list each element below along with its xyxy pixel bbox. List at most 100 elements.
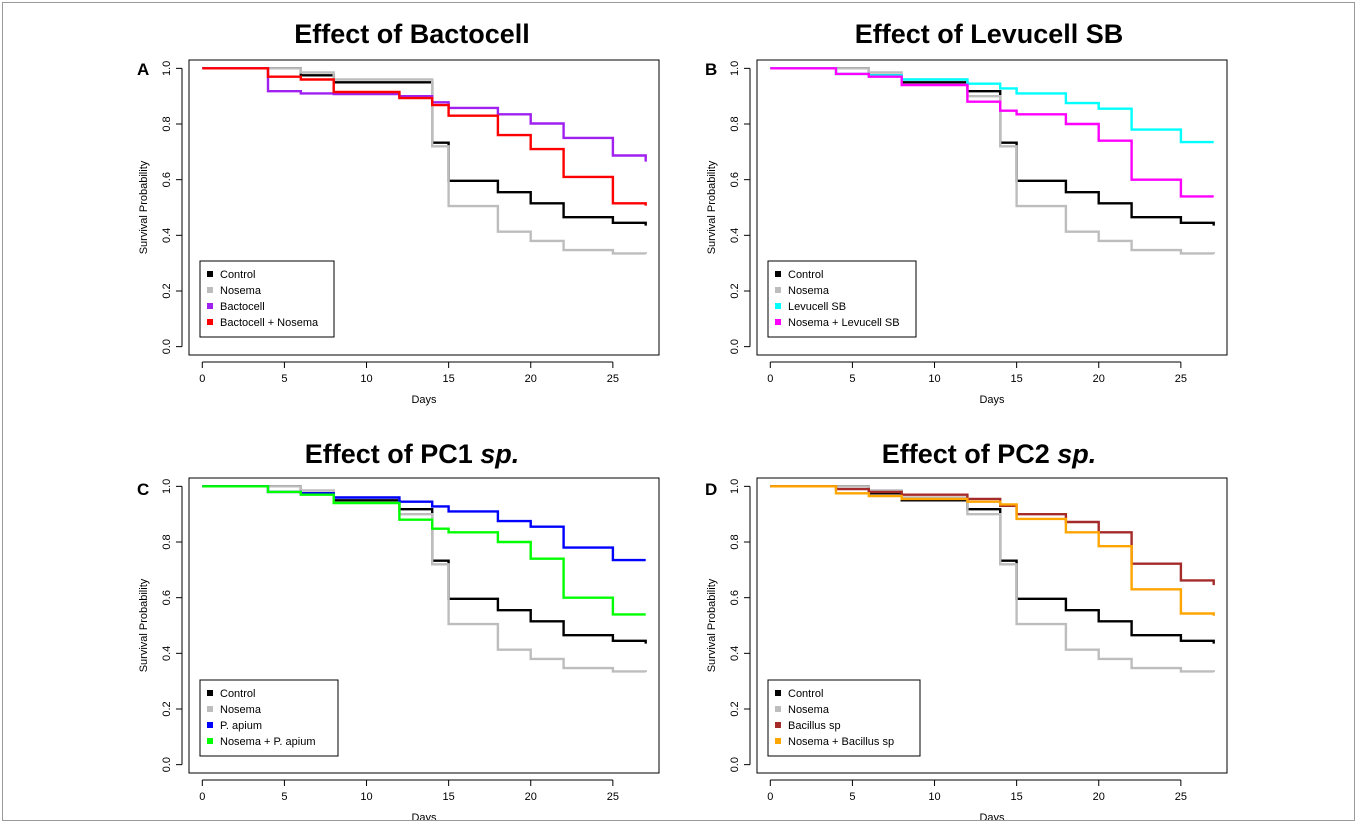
panel-a-legend-label-2: Nosema — [220, 285, 262, 297]
panel-b-series-4-line — [770, 68, 1213, 196]
panel-a-legend-swatch-4 — [207, 319, 213, 325]
panel-b-legend-swatch-1 — [775, 271, 781, 277]
panel-c-y-tick-label: 0.8 — [161, 534, 173, 549]
panel-a-x-tick-label: 25 — [607, 373, 619, 385]
panel-a-title: Effect of Bactocell — [294, 19, 530, 49]
panel-d-x-tick-label: 20 — [1093, 791, 1105, 803]
panel-a-x-tick-label: 20 — [525, 373, 537, 385]
panel-c-x-tick-label: 5 — [281, 791, 287, 803]
panel-c-y-axis-label: Survival Probability — [138, 578, 150, 672]
panel-b-y-tick-label: 0.0 — [729, 339, 741, 354]
panel-d-y-tick-label: 0.4 — [729, 646, 741, 661]
panel-c-legend-label-4: Nosema + P. apium — [220, 736, 316, 748]
panel-d-series-2-line — [770, 486, 1213, 672]
figure-svg: A Effect of Bactocell 0 5 10 15 20 25 Days 0.0 0.2… — [3, 3, 1354, 820]
panel-a-y-tick-label: 0.8 — [161, 116, 173, 131]
panel-b-legend-swatch-2 — [775, 287, 781, 293]
panel-c-series-4-line — [202, 486, 645, 614]
panel-c-x-tick-label: 25 — [607, 791, 619, 803]
panel-c-title: Effect of PC1 sp. — [305, 439, 520, 469]
panel-b-letter: B — [705, 60, 717, 79]
panel-c-x-tick-label: 15 — [443, 791, 455, 803]
panel-c-series-1-line — [202, 486, 645, 643]
panel-c-x-tick-label: 10 — [360, 791, 372, 803]
panel-c-x-axis-label: Days — [411, 812, 437, 820]
panel-c-legend-label-1: Control — [220, 688, 255, 700]
panel-d-legend-label-3: Bacillus sp — [788, 720, 841, 732]
panel-c-legend-label-2: Nosema — [220, 704, 262, 716]
panel-c-legend-label-3: P. apium — [220, 720, 262, 732]
panel-d-legend-swatch-3 — [775, 722, 781, 728]
panel-b-legend-label-2: Nosema — [788, 285, 830, 297]
panel-a-y-tick-label: 1.0 — [161, 61, 173, 76]
panel-b-x-tick-label: 20 — [1093, 373, 1105, 385]
panel-a-y-tick-label: 0.2 — [161, 283, 173, 298]
panel-a-y-tick-label: 0.4 — [161, 228, 173, 243]
panel-d-x-axis-label: Days — [979, 812, 1005, 820]
panel-c-y-tick-label: 0.0 — [161, 757, 173, 772]
panel-a-x-tick-label: 0 — [199, 373, 205, 385]
panel-d-y-tick-label: 0.2 — [729, 701, 741, 716]
panel-d-title: Effect of PC2 sp. — [882, 439, 1097, 469]
panel-d-legend-swatch-4 — [775, 738, 781, 744]
panel-a-x-tick-label: 15 — [443, 373, 455, 385]
panel-d-x-tick-label: 15 — [1011, 791, 1023, 803]
panel-a-y-tick-label: 0.6 — [161, 172, 173, 187]
panel-b-y-tick-label: 1.0 — [729, 61, 741, 76]
panel-b-series-2-line — [770, 68, 1213, 254]
panel-c-y-tick-label: 0.4 — [161, 646, 173, 661]
panel-d-legend-label-1: Control — [788, 688, 823, 700]
panel-d-legend-swatch-1 — [775, 690, 781, 696]
panel-d-x-tick-label: 0 — [767, 791, 773, 803]
panel-c-x-tick-label: 20 — [525, 791, 537, 803]
panel-d-legend-label-4: Nosema + Bacillus sp — [788, 736, 894, 748]
panel-c-legend-swatch-3 — [207, 722, 213, 728]
panel-a-legend-label-3: Bactocell — [220, 301, 265, 313]
panel-a-y-axis-label: Survival Probability — [138, 160, 150, 254]
panel-d-x-tick-label: 10 — [928, 791, 940, 803]
panel-b-x-tick-label: 15 — [1011, 373, 1023, 385]
panel-d-letter: D — [705, 480, 717, 499]
panel-c-series-2-line — [202, 486, 645, 672]
panel-a-legend-swatch-1 — [207, 271, 213, 277]
panel-b-legend-label-4: Nosema + Levucell SB — [788, 317, 900, 329]
panel-b-y-tick-label: 0.2 — [729, 283, 741, 298]
panel-c-letter: C — [137, 480, 149, 499]
panel-c-legend-swatch-2 — [207, 706, 213, 712]
panel-b-x-tick-label: 10 — [928, 373, 940, 385]
panel-d-legend-swatch-2 — [775, 706, 781, 712]
panel-b-legend-label-3: Levucell SB — [788, 301, 846, 313]
panel-c-series-3-line — [202, 486, 645, 560]
panel-b-y-axis-label: Survival Probability — [706, 160, 718, 254]
panel-d-series-4-line — [770, 486, 1213, 616]
panel-b-y-tick-label: 0.4 — [729, 228, 741, 243]
panel-b-x-axis-label: Days — [979, 394, 1005, 406]
panel-a-letter: A — [137, 60, 149, 79]
panel-d-series-1-line — [770, 486, 1213, 643]
panel-d-y-tick-label: 1.0 — [729, 479, 741, 494]
panel-a-legend-swatch-3 — [207, 303, 213, 309]
panel-b-x-tick-label: 25 — [1175, 373, 1187, 385]
panel-c-y-tick-label: 0.6 — [161, 590, 173, 605]
panel-b-x-tick-label: 0 — [767, 373, 773, 385]
panel-b-legend-label-1: Control — [788, 269, 823, 281]
panel-a-legend-label-1: Control — [220, 269, 255, 281]
panel-b-legend-swatch-3 — [775, 303, 781, 309]
panel-d-y-tick-label: 0.8 — [729, 534, 741, 549]
panel-a-legend-swatch-2 — [207, 287, 213, 293]
panel-d-y-axis-label: Survival Probability — [706, 578, 718, 672]
panel-d-x-tick-label: 5 — [849, 791, 855, 803]
panel-c-y-tick-label: 1.0 — [161, 479, 173, 494]
panel-b-y-tick-label: 0.6 — [729, 172, 741, 187]
panel-d-legend-label-2: Nosema — [788, 704, 830, 716]
panel-a-x-axis-label: Days — [411, 394, 437, 406]
panel-a-legend-label-4: Bactocell + Nosema — [220, 317, 319, 329]
panel-b-series-3-line — [770, 68, 1213, 142]
panel-c-legend-swatch-4 — [207, 738, 213, 744]
panel-b-title: Effect of Levucell SB — [855, 19, 1124, 49]
panel-a-x-tick-label: 10 — [360, 373, 372, 385]
panel-d-y-tick-label: 0.0 — [729, 757, 741, 772]
panel-c-y-tick-label: 0.2 — [161, 701, 173, 716]
panel-b-legend-swatch-4 — [775, 319, 781, 325]
